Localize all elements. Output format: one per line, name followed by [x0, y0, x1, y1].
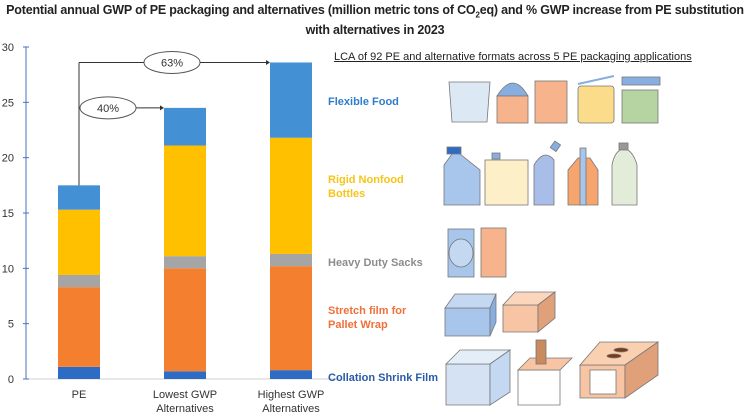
bar-segment-rigid-nonfood-bottles	[270, 137, 312, 254]
arrowhead	[160, 105, 164, 111]
legend-label: Heavy Duty Sacks	[328, 257, 423, 269]
legend-item: Rigid Nonfood Bottles	[328, 173, 404, 201]
title-text: Potential annual GWP of PE packaging and…	[6, 3, 476, 17]
title-subscript: 2	[475, 10, 480, 20]
annotation-label: 40%	[97, 103, 119, 115]
annotation-bubble	[143, 50, 201, 74]
y-tick-label: 15	[2, 208, 14, 220]
bar-segment-rigid-nonfood-bottles	[58, 209, 100, 275]
annotation-label: 63%	[161, 57, 183, 69]
x-tick-label: PE	[72, 389, 87, 401]
x-tick-label: Alternatives	[156, 403, 214, 415]
legend-item: Collation Shrink Film	[328, 371, 438, 385]
y-tick-label: 5	[8, 319, 14, 331]
bar-segment-flexible-food	[58, 185, 100, 210]
bar-segment-stretch-film-for-pallet-wrap	[58, 287, 100, 367]
y-tick-label: 0	[8, 374, 14, 386]
bar-segment-rigid-nonfood-bottles	[164, 145, 206, 257]
legend-item: Flexible Food	[328, 95, 399, 109]
bar-segment-heavy-duty-sacks	[270, 253, 312, 267]
title-text-end: eq) and % GWP increase from PE substitut…	[305, 3, 744, 37]
y-tick-label: 30	[2, 42, 14, 54]
legend-item: Stretch film for Pallet Wrap	[328, 304, 406, 332]
y-tick-label: 10	[2, 263, 14, 275]
legend-label: Flexible Food	[328, 96, 399, 108]
lca-heading: LCA of 92 PE and alternative formats acr…	[334, 51, 692, 63]
legend-item: Heavy Duty Sacks	[328, 256, 423, 270]
legend-label: Rigid Nonfood	[328, 174, 404, 186]
x-tick-label: Lowest GWP	[153, 389, 217, 401]
bar-segment-heavy-duty-sacks	[58, 274, 100, 288]
arrowhead	[266, 59, 270, 65]
bar-segment-collation-shrink-film	[164, 371, 206, 379]
bar-segment-stretch-film-for-pallet-wrap	[270, 266, 312, 371]
bar-segment-stretch-film-for-pallet-wrap	[164, 268, 206, 372]
legend-label: Stretch film for	[328, 305, 407, 317]
y-tick-label: 25	[2, 97, 14, 109]
legend-label: Collation Shrink Film	[328, 372, 439, 384]
chart-title: Potential annual GWP of PE packaging and…	[0, 3, 750, 38]
legend-label: Bottles	[328, 188, 366, 200]
bar-segment-collation-shrink-film	[270, 370, 312, 379]
x-tick-label: Alternatives	[262, 403, 320, 415]
legend-label: Pallet Wrap	[328, 319, 388, 331]
bar-segment-flexible-food	[270, 62, 312, 138]
annotation-bubble	[79, 96, 137, 120]
x-tick-label: Highest GWP	[258, 389, 325, 401]
bar-segment-flexible-food	[164, 107, 206, 146]
y-tick-label: 20	[2, 153, 14, 165]
bar-segment-heavy-duty-sacks	[164, 256, 206, 269]
bar-segment-collation-shrink-film	[58, 366, 100, 379]
